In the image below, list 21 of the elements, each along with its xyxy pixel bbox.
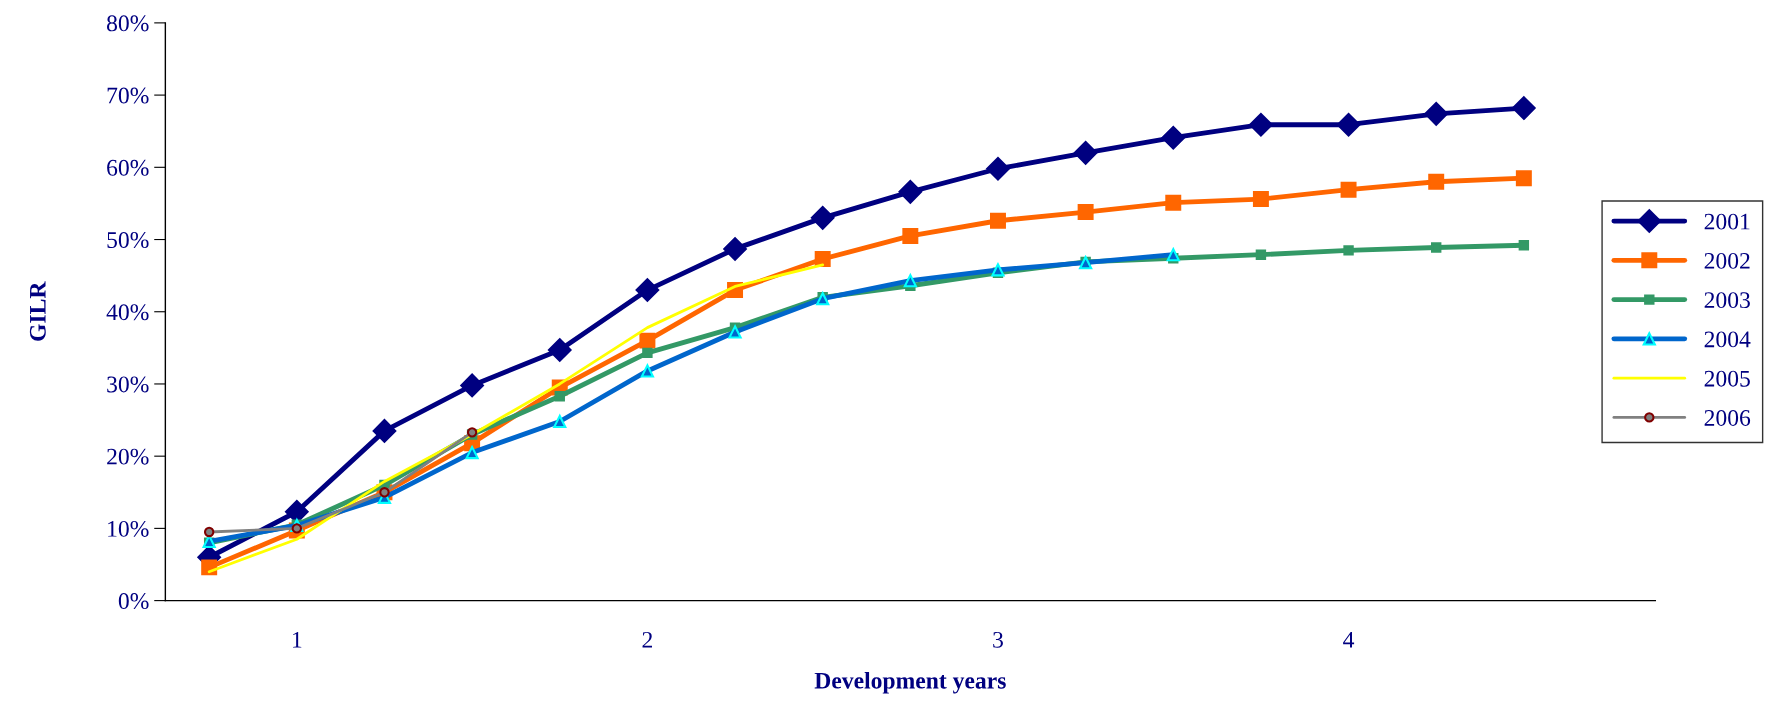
x-tick-label: 4 <box>1343 632 1355 648</box>
x-tick-label: 1 <box>293 631 302 648</box>
legend-label: 2001 <box>1704 213 1750 230</box>
x-tick-label: 3 <box>993 631 1003 648</box>
legend-label: 2003 <box>1704 292 1750 309</box>
legend-label: 2004 <box>1704 331 1751 348</box>
y-tick-label: 20% <box>107 448 149 465</box>
y-tick-label: 50% <box>107 232 149 249</box>
y-tick-label: 0% <box>118 593 149 610</box>
y-tick-label: 30% <box>107 376 149 393</box>
legend-label: 2002 <box>1704 252 1750 269</box>
y-tick-label: 60% <box>107 159 149 176</box>
y-tick-label: 10% <box>108 520 149 537</box>
y-tick-label: 70% <box>107 87 149 104</box>
y-tick-label: 80% <box>107 15 149 32</box>
legend-label: 2006 <box>1704 409 1751 426</box>
y-axis-title: GILR <box>29 281 46 341</box>
x-axis-title: Development years <box>814 672 1006 694</box>
y-tick-label: 40% <box>106 304 149 321</box>
x-tick-label: 2 <box>642 631 652 648</box>
legend-label: 2005 <box>1704 370 1750 387</box>
